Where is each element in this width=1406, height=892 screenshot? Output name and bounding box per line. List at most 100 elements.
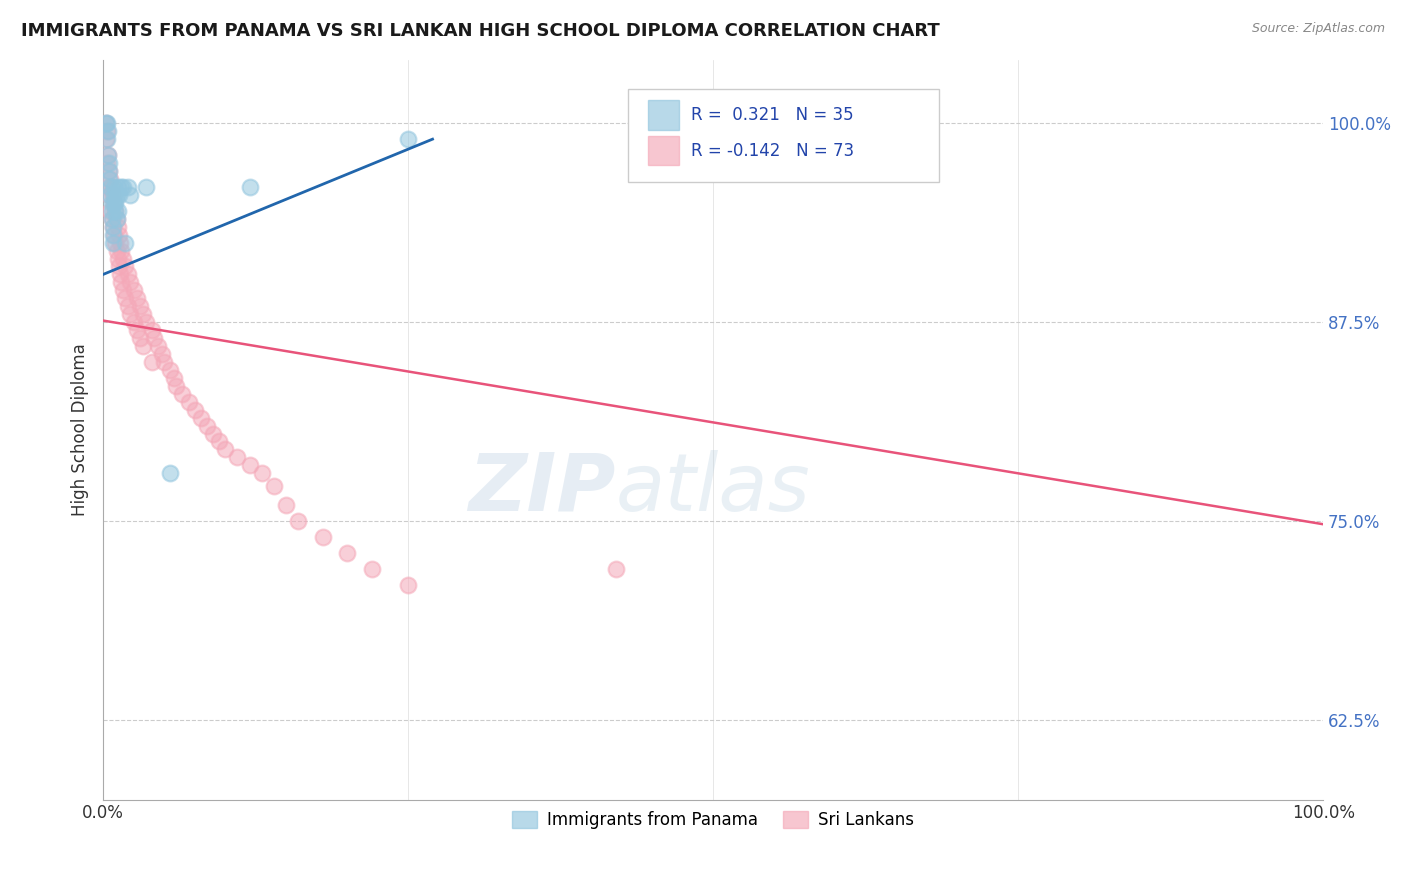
Point [107, 252, 129, 266]
Point [238, 458, 260, 473]
Point [177, 394, 200, 409]
Point [104, 203, 127, 218]
Point [132, 339, 155, 353]
Text: IMMIGRANTS FROM PANAMA VS SRI LANKAN HIGH SCHOOL DIPLOMA CORRELATION CHART: IMMIGRANTS FROM PANAMA VS SRI LANKAN HIG… [21, 22, 939, 40]
Point [336, 546, 359, 560]
Point [159, 467, 181, 481]
Point [101, 235, 124, 250]
Point [100, 195, 122, 210]
Point [98, 187, 121, 202]
Point [96, 124, 118, 138]
Point [103, 195, 125, 210]
Point [103, 180, 125, 194]
Point [287, 514, 309, 528]
Point [104, 235, 127, 250]
Point [172, 386, 194, 401]
Point [94, 116, 117, 130]
Point [111, 252, 134, 266]
Text: R =  0.321   N = 35: R = 0.321 N = 35 [692, 106, 853, 124]
Point [118, 276, 141, 290]
Point [141, 355, 163, 369]
Point [100, 203, 122, 218]
Point [108, 235, 131, 250]
Text: atlas: atlas [616, 450, 810, 528]
Point [128, 299, 150, 313]
Point [108, 227, 131, 242]
Point [101, 219, 124, 234]
Point [150, 347, 173, 361]
Text: Source: ZipAtlas.com: Source: ZipAtlas.com [1251, 22, 1385, 36]
Point [100, 203, 122, 218]
Point [118, 307, 141, 321]
Point [100, 211, 122, 226]
Point [208, 434, 231, 449]
Point [195, 418, 218, 433]
Point [360, 562, 382, 576]
Point [165, 379, 187, 393]
Point [122, 315, 145, 329]
Point [201, 426, 224, 441]
Point [263, 479, 285, 493]
Point [96, 156, 118, 170]
Point [117, 299, 139, 313]
Point [98, 164, 121, 178]
Point [100, 180, 122, 194]
Point [396, 578, 419, 592]
Point [105, 211, 128, 226]
Point [111, 283, 134, 297]
Point [118, 187, 141, 202]
Point [100, 211, 122, 226]
Point [105, 211, 128, 226]
Point [143, 331, 166, 345]
Point [100, 180, 122, 194]
Point [153, 355, 176, 369]
Point [250, 467, 273, 481]
Point [605, 562, 627, 576]
Point [97, 124, 120, 138]
Point [183, 402, 205, 417]
Point [163, 371, 186, 385]
Point [114, 260, 136, 274]
Point [98, 164, 121, 178]
Point [214, 442, 236, 457]
Point [100, 187, 122, 202]
Point [101, 187, 124, 202]
Point [94, 116, 117, 130]
Point [108, 260, 131, 274]
Point [226, 450, 249, 465]
Point [127, 323, 149, 337]
Point [98, 156, 121, 170]
Point [108, 268, 131, 282]
Point [105, 187, 128, 202]
Point [114, 291, 136, 305]
Point [107, 180, 129, 194]
Point [96, 116, 118, 130]
Point [108, 187, 131, 202]
Point [110, 180, 132, 194]
Point [104, 203, 127, 218]
Point [141, 323, 163, 337]
Point [97, 148, 120, 162]
Point [97, 148, 120, 162]
Point [96, 132, 118, 146]
Point [128, 331, 150, 345]
Y-axis label: High School Diploma: High School Diploma [72, 343, 89, 516]
Point [396, 132, 419, 146]
FancyBboxPatch shape [627, 89, 939, 182]
Text: ZIP: ZIP [468, 450, 616, 528]
Point [146, 339, 169, 353]
Legend: Immigrants from Panama, Sri Lankans: Immigrants from Panama, Sri Lankans [506, 804, 921, 836]
Point [114, 235, 136, 250]
Point [110, 276, 132, 290]
Point [111, 180, 134, 194]
Point [103, 195, 125, 210]
Point [190, 410, 212, 425]
Point [135, 180, 157, 194]
Point [101, 227, 124, 242]
Point [101, 219, 124, 234]
Point [276, 498, 298, 512]
Point [110, 244, 132, 258]
Point [132, 307, 155, 321]
FancyBboxPatch shape [648, 136, 679, 165]
Point [103, 187, 125, 202]
